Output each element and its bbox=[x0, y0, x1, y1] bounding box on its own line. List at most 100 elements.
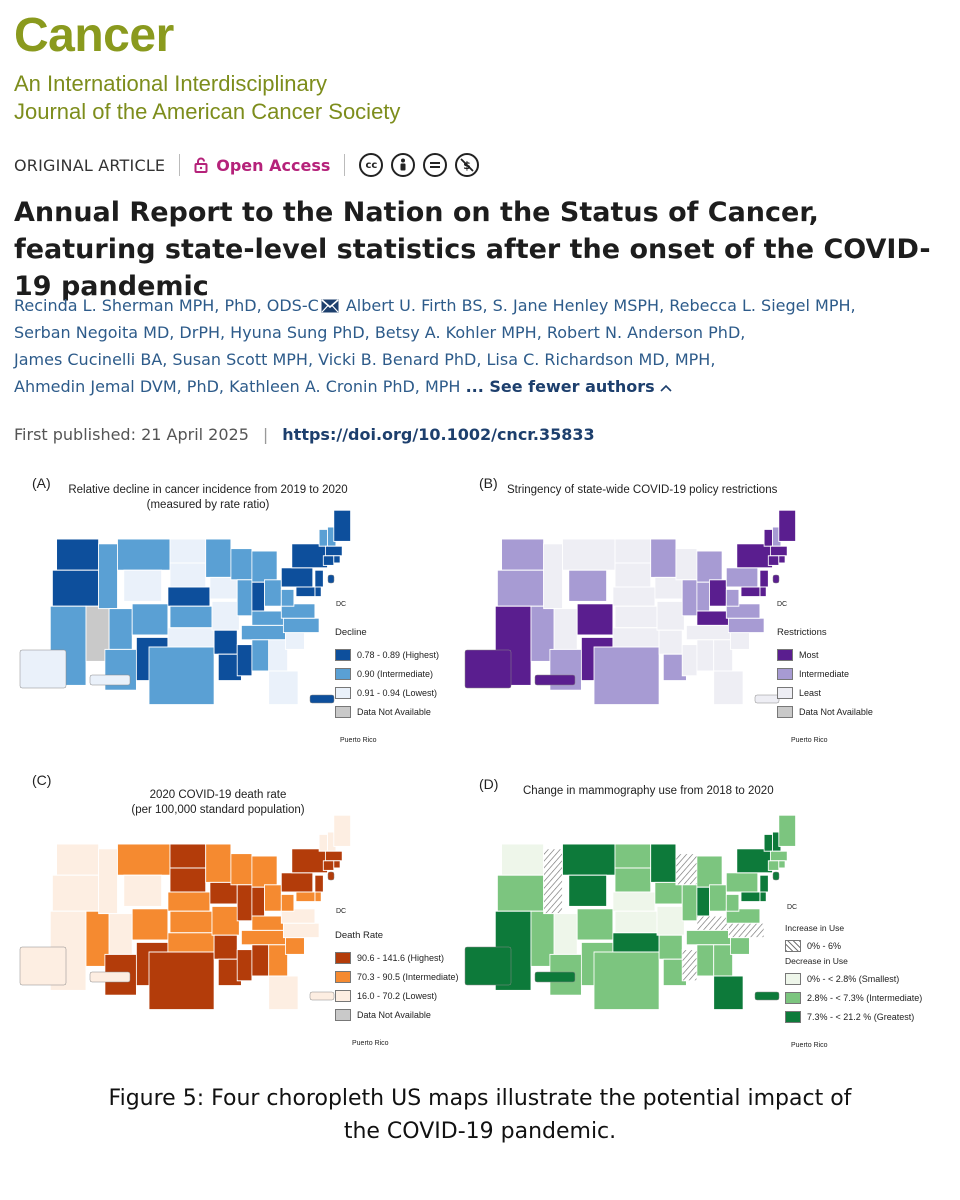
state-wy bbox=[123, 874, 163, 907]
author-text[interactable]: James Cucinelli BA, Susan Scott MPH, Vic… bbox=[14, 350, 716, 369]
state-nj bbox=[759, 569, 769, 588]
us-choropleth-map-b bbox=[464, 509, 797, 706]
state-oh bbox=[264, 579, 282, 607]
license-icons[interactable]: cc $ bbox=[359, 153, 480, 177]
state-wy bbox=[568, 569, 608, 602]
state-ar bbox=[658, 629, 683, 655]
article-meta-row: ORIGINAL ARTICLE Open Access cc $ bbox=[14, 152, 480, 178]
state-tx bbox=[148, 951, 215, 1011]
state-ma bbox=[324, 545, 343, 557]
state-ks bbox=[169, 910, 213, 934]
dc bbox=[327, 871, 335, 881]
divider bbox=[344, 154, 346, 176]
state-tn bbox=[240, 929, 286, 946]
state-in bbox=[696, 886, 710, 917]
state-or bbox=[51, 874, 100, 912]
state-mt bbox=[562, 843, 616, 876]
panel-title-d-line1: Change in mammography use from 2018 to 2… bbox=[523, 785, 774, 797]
dc-label-a: DC bbox=[336, 601, 347, 608]
state-nj bbox=[759, 874, 769, 893]
panel-title-a: Relative decline in cancer incidence fro… bbox=[58, 483, 358, 513]
us-choropleth-map-d bbox=[464, 814, 797, 1011]
doi-link[interactable]: https://doi.org/10.1002/cncr.35833 bbox=[282, 425, 595, 444]
state-de bbox=[759, 891, 767, 903]
state-ia bbox=[654, 881, 683, 905]
article-title: Annual Report to the Nation on the Statu… bbox=[14, 197, 931, 302]
state-ky bbox=[696, 915, 729, 931]
state-ms bbox=[681, 949, 698, 982]
hawaii bbox=[534, 674, 576, 686]
state-ri bbox=[778, 555, 786, 564]
legend-title-c: Death Rate bbox=[335, 930, 384, 941]
legend-a: Decline 0.78 - 0.89 (Highest) 0.90 (Inte… bbox=[335, 627, 439, 721]
legend-label: Data Not Available bbox=[799, 706, 873, 717]
state-ks bbox=[614, 605, 658, 629]
email-icon[interactable] bbox=[321, 299, 339, 313]
pr-label-a: Puerto Rico bbox=[340, 737, 377, 744]
state-me bbox=[778, 509, 797, 542]
state-in bbox=[696, 581, 710, 612]
state-ct bbox=[767, 860, 780, 871]
map-panel-b: (B) Stringency of state-wide COVID-19 po… bbox=[455, 475, 925, 765]
state-va bbox=[280, 603, 316, 619]
state-wi bbox=[675, 853, 698, 886]
state-mn bbox=[205, 538, 232, 578]
state-de bbox=[314, 586, 322, 598]
state-wv bbox=[725, 588, 740, 607]
state-or bbox=[51, 569, 100, 607]
state-ne bbox=[167, 891, 211, 912]
state-ky bbox=[251, 915, 284, 931]
state-vt bbox=[318, 833, 328, 852]
state-ut bbox=[553, 608, 578, 650]
state-tx bbox=[148, 646, 215, 706]
state-ri bbox=[333, 860, 341, 869]
state-wv bbox=[280, 588, 295, 607]
state-me bbox=[333, 814, 352, 847]
see-fewer-authors-link[interactable]: ... See fewer authors bbox=[466, 377, 673, 396]
nc-icon[interactable]: $ bbox=[455, 153, 480, 177]
legend-label: Intermediate bbox=[799, 668, 850, 679]
nd-icon[interactable] bbox=[423, 153, 448, 177]
puerto-rico bbox=[309, 694, 335, 704]
legend-label: 0.91 - 0.94 (Lowest) bbox=[357, 687, 438, 698]
state-mo bbox=[211, 600, 240, 631]
legend-item: 7.3% - < 21.2 % (Greatest) bbox=[785, 1007, 922, 1026]
state-mi bbox=[696, 550, 723, 583]
state-ut bbox=[108, 913, 133, 955]
state-va bbox=[725, 603, 761, 619]
state-me bbox=[333, 509, 352, 542]
legend-item: 0.91 - 0.94 (Lowest) bbox=[335, 683, 439, 702]
legend-item: 2.8% - < 7.3% (Intermediate) bbox=[785, 988, 922, 1007]
state-co bbox=[131, 603, 169, 636]
legend-label: 70.3 - 90.5 (Intermediate) bbox=[357, 971, 459, 982]
state-mt bbox=[117, 843, 171, 876]
state-wi bbox=[230, 548, 253, 581]
panel-label-c: (C) bbox=[32, 772, 52, 788]
author-text[interactable]: Ahmedin Jemal DVM, PhD, Kathleen A. Cron… bbox=[14, 377, 461, 396]
state-co bbox=[576, 908, 614, 941]
panel-title-b: Stringency of state-wide COVID-19 policy… bbox=[507, 483, 787, 498]
cc-icon[interactable]: cc bbox=[359, 153, 384, 177]
state-nc bbox=[282, 922, 320, 939]
state-ny bbox=[736, 848, 773, 874]
legend-b: Restrictions Most Intermediate Least Dat… bbox=[777, 627, 873, 721]
dc bbox=[327, 574, 335, 584]
author-text[interactable]: Recinda L. Sherman MPH, PhD, ODS-C bbox=[14, 296, 319, 315]
author-text[interactable]: Albert U. Firth BS, S. Jane Henley MSPH,… bbox=[340, 296, 856, 315]
state-pa bbox=[280, 872, 314, 893]
legend-title-a: Decline bbox=[335, 627, 367, 638]
open-access-badge[interactable]: Open Access bbox=[194, 156, 330, 175]
state-ga bbox=[268, 639, 289, 672]
legend-item: Least bbox=[777, 683, 873, 702]
by-icon[interactable] bbox=[391, 153, 416, 177]
author-text[interactable]: Serban Negoita MD, DrPH, Hyuna Sung PhD,… bbox=[14, 323, 746, 342]
state-pa bbox=[725, 872, 759, 893]
journal-name[interactable]: Cancer bbox=[14, 9, 174, 62]
state-fl bbox=[713, 670, 744, 706]
legend-label: Data Not Available bbox=[357, 1009, 431, 1020]
authors-list: Recinda L. Sherman MPH, PhD, ODS-C Alber… bbox=[14, 292, 954, 400]
state-il bbox=[236, 579, 253, 617]
state-pa bbox=[280, 567, 314, 588]
state-wv bbox=[280, 893, 295, 912]
state-ks bbox=[169, 605, 213, 629]
